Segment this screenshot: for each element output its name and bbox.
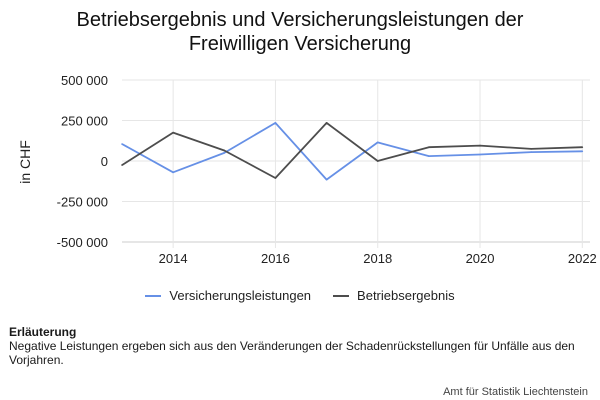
data-point — [376, 141, 379, 144]
data-point — [325, 122, 328, 124]
line-chart: 500 000 250 000 0 -250 000 -500 000 2014 2016… — [17, 73, 597, 266]
data-point — [274, 122, 277, 124]
data-point — [172, 171, 174, 174]
data-point — [428, 155, 430, 157]
source-credit: Amt für Statistik Liechtenstein — [443, 386, 588, 398]
x-tick-label: 2022 — [568, 251, 597, 266]
data-point — [274, 177, 277, 179]
legend-item: Betriebsergebnis — [333, 288, 455, 303]
data-point — [581, 146, 584, 149]
y-tick-label: -250 000 — [57, 195, 108, 210]
chart-legend: Versicherungsleistungen Betriebsergebnis — [0, 288, 600, 303]
legend-label: Betriebsergebnis — [357, 288, 455, 303]
data-point — [479, 153, 481, 156]
y-tick-label: 0 — [101, 154, 108, 169]
data-point — [172, 131, 174, 134]
data-point — [325, 178, 328, 181]
data-point — [223, 149, 226, 152]
y-tick-label: 250 000 — [61, 114, 108, 129]
y-axis-label: in CHF — [17, 140, 33, 184]
x-tick-label: 2020 — [466, 251, 495, 266]
data-point — [121, 164, 123, 166]
chart-title-line-2: Freiwilligen Versicherung — [188, 33, 412, 55]
y-tick-label: -500 000 — [57, 235, 108, 250]
x-tick-label: 2018 — [363, 251, 392, 266]
note-text: Negative Leistungen ergeben sich aus den… — [9, 339, 575, 367]
data-point — [121, 143, 123, 145]
legend-item: Versicherungsleistungen — [145, 288, 311, 303]
data-point — [479, 144, 481, 147]
data-point — [530, 148, 532, 150]
note-heading: Erläuterung — [9, 325, 77, 339]
series-lines — [121, 122, 584, 181]
x-axis-ticks: 2014 2016 2018 2020 2022 — [159, 251, 597, 266]
explanation-note: Erläuterung Negative Leistungen ergeben … — [9, 325, 589, 367]
data-point — [223, 152, 226, 154]
y-tick-label: 500 000 — [61, 73, 108, 88]
data-point — [581, 150, 584, 153]
series-line — [121, 122, 583, 179]
legend-swatch — [333, 294, 350, 297]
data-point — [530, 151, 532, 153]
legend-label: Versicherungsleistungen — [169, 288, 312, 303]
chart-title: Betriebsergebnis und Versicherungsleistu… — [0, 8, 600, 56]
x-tick-label: 2016 — [261, 251, 290, 266]
data-point — [428, 146, 430, 149]
data-point — [376, 160, 379, 162]
series-line — [121, 122, 583, 181]
chart-title-line-1: Betriebsergebnis und Versicherungsleistu… — [76, 9, 524, 31]
legend-swatch — [145, 294, 162, 297]
x-tick-label: 2014 — [159, 251, 188, 266]
y-axis-ticks: 500 000 250 000 0 -250 000 -500 000 — [57, 73, 108, 250]
grid-lines — [122, 79, 590, 248]
